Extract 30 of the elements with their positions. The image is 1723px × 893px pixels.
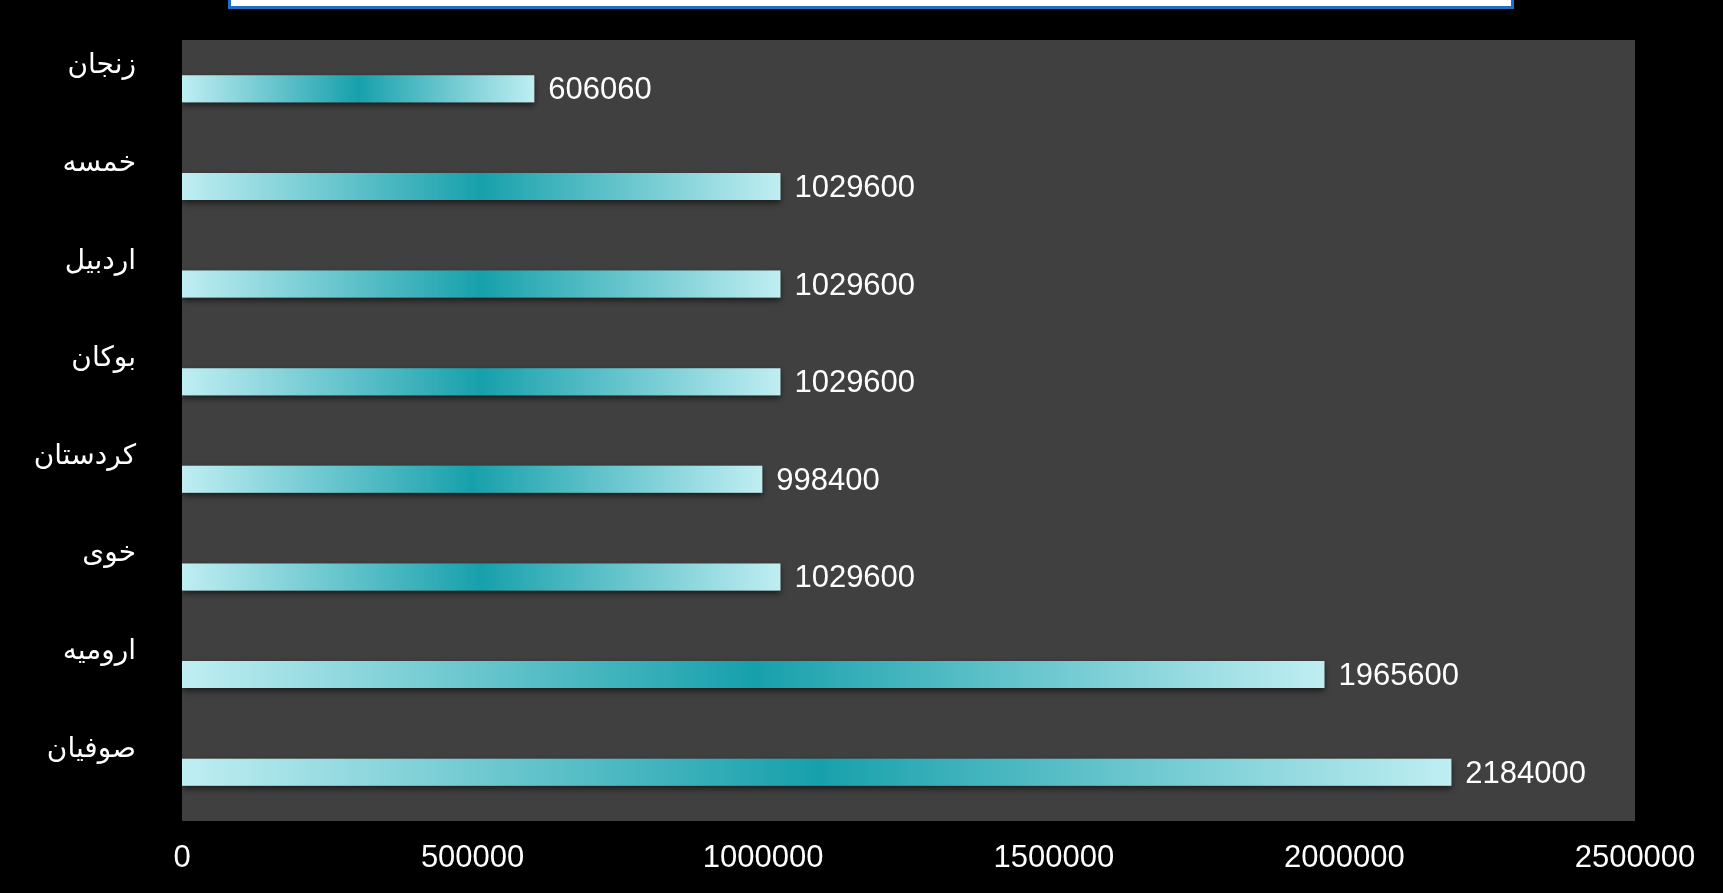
data-label: 1029600 <box>794 266 916 302</box>
x-tick-label: 500000 <box>420 839 525 874</box>
x-tick-label: 1000000 <box>702 839 824 874</box>
y-tick-label: ارومیه <box>62 633 136 667</box>
bar <box>182 270 781 298</box>
x-tick-label: 2500000 <box>1574 839 1696 874</box>
y-tick-label: خوی <box>82 535 136 569</box>
y-tick-label: زنجان <box>67 47 136 81</box>
bar <box>182 368 781 396</box>
x-tick-label: 1500000 <box>993 839 1115 874</box>
bar <box>182 661 1325 689</box>
x-tick-label: 2000000 <box>1284 839 1405 874</box>
data-label: 2184000 <box>1465 754 1587 790</box>
x-tick-label: 0 <box>173 839 191 874</box>
data-label: 1029600 <box>794 559 916 595</box>
y-tick-label: خمسه <box>62 144 136 178</box>
y-tick-label: اردبیل <box>64 242 136 276</box>
bar <box>182 563 781 591</box>
y-tick-label: بوکان <box>71 340 136 374</box>
data-label: 1029600 <box>794 364 916 400</box>
bar <box>182 758 1452 786</box>
bar <box>182 75 535 103</box>
data-label: 998400 <box>776 461 880 497</box>
bar <box>182 465 763 493</box>
data-label: 1965600 <box>1338 657 1460 693</box>
bar <box>182 172 781 200</box>
y-tick-label: صوفیان <box>46 730 136 764</box>
y-tick-label: کردستان <box>33 437 137 471</box>
data-label: 1029600 <box>794 168 916 204</box>
data-label: 606060 <box>548 71 652 107</box>
